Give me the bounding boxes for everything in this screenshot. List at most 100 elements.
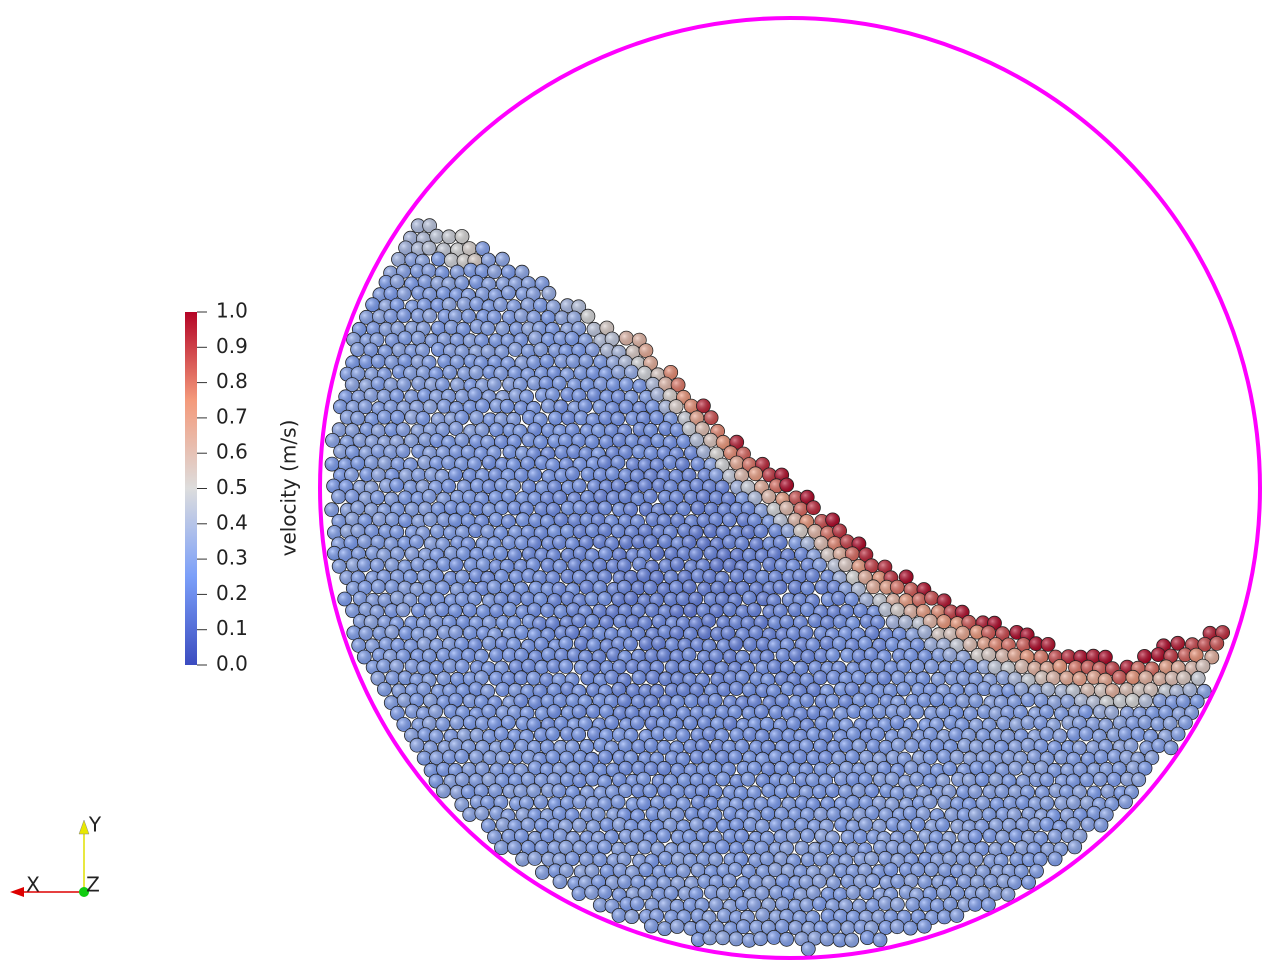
particle-shade <box>489 334 503 348</box>
particle-shade <box>450 355 464 369</box>
particle-shade <box>495 478 509 492</box>
particle-shade <box>510 322 523 336</box>
particle-shade <box>890 920 904 934</box>
particle-shade <box>495 252 509 266</box>
particle-shade <box>781 524 795 538</box>
particle-shade <box>462 309 476 323</box>
particle-shade <box>520 390 534 404</box>
particle-shade <box>559 659 573 673</box>
particle-shade <box>444 344 457 358</box>
particle-shade <box>594 490 608 503</box>
particle-shade <box>754 705 768 719</box>
particle-shade <box>470 502 484 516</box>
particle-shade <box>385 423 399 437</box>
particle-shade <box>626 458 640 472</box>
particle-shade <box>578 399 592 413</box>
particle-shade <box>573 501 587 515</box>
particle-shade <box>600 321 614 335</box>
particle-shade <box>860 931 874 945</box>
particle-shade <box>443 365 457 379</box>
particle-shade <box>749 467 762 481</box>
particle-shade <box>385 513 399 526</box>
particle-shade <box>650 546 664 560</box>
particle-shade <box>774 761 788 775</box>
particle-shade <box>663 501 677 515</box>
particle-shade <box>794 502 808 516</box>
particle-shade <box>626 411 640 425</box>
particle-shade <box>398 491 412 505</box>
particle-shade <box>689 547 703 561</box>
particle-shade <box>455 230 469 243</box>
particle-shade <box>365 524 379 538</box>
particle-shade <box>386 671 400 685</box>
particle-shade <box>646 670 660 684</box>
particle-shade <box>548 434 562 448</box>
particle-shade <box>643 784 657 798</box>
particle-shade <box>780 501 794 515</box>
particle-shade <box>442 298 456 312</box>
particle-shade <box>872 705 886 719</box>
particle-shade <box>502 310 516 324</box>
particle-shade <box>637 411 651 425</box>
particle-shade <box>1119 795 1132 809</box>
particle-shade <box>377 659 391 673</box>
particle-shade <box>1008 876 1022 890</box>
particle-shade <box>813 897 826 911</box>
particle-shade <box>527 376 541 390</box>
particle-shade <box>670 423 684 437</box>
particle-shade <box>769 705 783 719</box>
particle-shade <box>494 366 508 380</box>
particle-shade <box>552 784 566 798</box>
particle-shade <box>586 413 600 427</box>
particle-shade <box>379 275 393 289</box>
particle-shade <box>431 298 445 312</box>
particle-shade <box>704 433 718 447</box>
particle-shade <box>710 558 724 572</box>
particle-shade <box>704 524 718 538</box>
particle-shade <box>430 434 444 447</box>
particle-shade <box>500 739 514 753</box>
particle-shade <box>1107 772 1121 786</box>
particle-shade <box>618 875 632 889</box>
particle-shade <box>787 717 801 731</box>
colorbar-tick-label: 0.5 <box>216 475 248 499</box>
particle-shade <box>416 343 430 357</box>
particle-shade <box>474 447 488 461</box>
particle-shade <box>535 865 549 879</box>
particle-shade <box>1073 672 1087 686</box>
particle-shade <box>489 648 503 662</box>
particle-shade <box>522 433 536 447</box>
particle-shade <box>572 343 586 357</box>
particle-shade <box>418 456 432 469</box>
particle-shade <box>371 354 385 368</box>
particle-shade <box>605 332 619 346</box>
colorbar-tick-label: 0.9 <box>216 334 248 358</box>
particle-shade <box>463 469 477 483</box>
particle-shade <box>399 626 413 640</box>
particle-shade <box>676 592 690 606</box>
particle-shade <box>561 388 575 401</box>
particle-shade <box>704 885 718 899</box>
particle-shade <box>553 807 566 821</box>
particle-shade <box>644 423 658 437</box>
particle-shade <box>397 264 410 278</box>
particle-shade <box>729 932 743 946</box>
particle-shade <box>910 660 924 674</box>
particle-shade <box>788 513 802 527</box>
particle-shade <box>566 467 579 481</box>
particle-shade <box>587 388 601 402</box>
particle-shade <box>417 298 431 312</box>
particle-shade <box>905 739 919 753</box>
particle-shade <box>418 433 432 447</box>
particle-shade <box>444 526 457 540</box>
particle-shade <box>482 480 496 494</box>
particle-shade <box>633 422 647 436</box>
particle-shade <box>521 525 535 539</box>
particle-shade <box>359 626 373 640</box>
particle-shade <box>534 435 548 449</box>
particle-shade <box>815 514 829 528</box>
particle-shade <box>373 288 387 302</box>
particle-shade <box>371 424 385 438</box>
particle-shade <box>716 435 730 449</box>
particle-shade <box>937 885 950 899</box>
